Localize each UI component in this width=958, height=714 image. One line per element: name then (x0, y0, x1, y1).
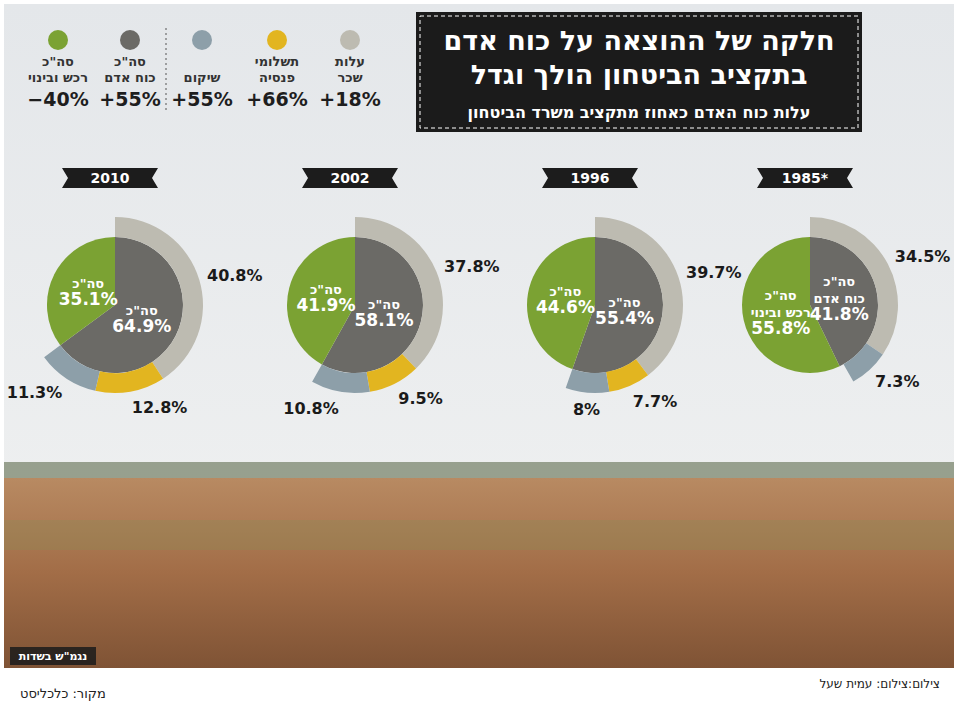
svg-text:צילום:צילום: עמית שעל: צילום:צילום: עמית שעל (820, 677, 941, 691)
svg-text:סה"כ35.1%: סה"כ35.1% (59, 276, 118, 309)
svg-text:7.7%: 7.7% (633, 392, 677, 411)
svg-text:40.8%: 40.8% (207, 266, 263, 285)
svg-text:סה"ככוח אדם41.8%: סה"ככוח אדם41.8% (810, 274, 869, 324)
svg-text:סה"כ64.9%: סה"כ64.9% (112, 303, 171, 336)
svg-text:עלות כוח האדם כאחוז מתקציב משר: עלות כוח האדם כאחוז מתקציב משרד הביטחון (468, 103, 811, 122)
svg-text:9.5%: 9.5% (398, 389, 442, 408)
svg-text:37.8%: 37.8% (444, 257, 500, 276)
svg-text:−40%: −40% (27, 88, 88, 110)
svg-text:שיקום: שיקום (184, 70, 221, 85)
svg-text:סה"כ55.4%: סה"כ55.4% (595, 295, 654, 328)
svg-text:2010: 2010 (91, 170, 130, 186)
svg-text:שכר: שכר (337, 70, 362, 85)
svg-text:עלות: עלות (335, 54, 365, 69)
svg-text:7.3%: 7.3% (875, 372, 919, 391)
svg-text:רכש ובינוי: רכש ובינוי (28, 70, 88, 85)
svg-text:2002: 2002 (331, 170, 370, 186)
svg-text:39.7%: 39.7% (686, 263, 742, 282)
svg-text:10.8%: 10.8% (283, 399, 339, 418)
svg-text:+55%: +55% (99, 88, 160, 110)
svg-text:בתקציב הביטחון הולך וגדל: בתקציב הביטחון הולך וגדל (471, 59, 808, 90)
svg-text:12.8%: 12.8% (132, 398, 188, 417)
svg-text:סה"כ: סה"כ (114, 54, 146, 69)
svg-text:מקור: כלכליסט: מקור: כלכליסט (20, 686, 106, 701)
svg-text:כוח אדם: כוח אדם (104, 70, 155, 85)
svg-text:+18%: +18% (319, 88, 380, 110)
svg-text:סה"כ41.9%: סה"כ41.9% (296, 282, 355, 315)
svg-text:11.3%: 11.3% (7, 383, 63, 402)
svg-text:תשלומי: תשלומי (255, 54, 299, 69)
svg-text:סה"כ44.6%: סה"כ44.6% (536, 284, 595, 317)
svg-text:8%: 8% (573, 400, 600, 419)
svg-text:סה"כרכש ובינוי55.8%: סה"כרכש ובינוי55.8% (751, 288, 811, 338)
svg-text:חלקה של ההוצאה על כוח אדם: חלקה של ההוצאה על כוח אדם (443, 25, 834, 56)
svg-text:+55%: +55% (171, 88, 232, 110)
svg-text:+66%: +66% (246, 88, 307, 110)
svg-text:נגמ"ש בשדות: נגמ"ש בשדות (19, 650, 88, 663)
svg-text:1996: 1996 (571, 170, 610, 186)
svg-text:סה"כ: סה"כ (42, 54, 74, 69)
svg-text:סה"כ58.1%: סה"כ58.1% (355, 297, 414, 330)
svg-text:1985*: 1985* (782, 170, 829, 186)
svg-text:34.5%: 34.5% (895, 247, 951, 266)
svg-text:פנסיה: פנסיה (259, 70, 295, 85)
